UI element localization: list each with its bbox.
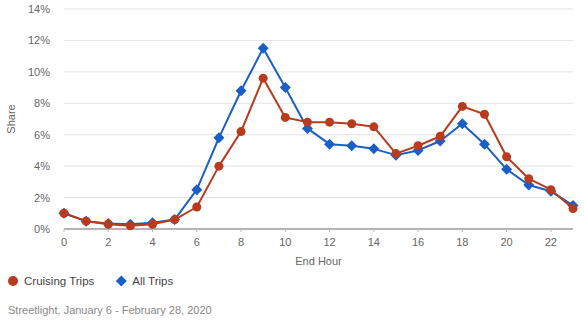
point[interactable] <box>280 82 291 93</box>
point[interactable] <box>457 118 468 129</box>
y-tick-label: 2% <box>34 192 50 204</box>
x-tick-label: 16 <box>412 236 424 248</box>
point[interactable] <box>391 149 400 158</box>
point[interactable] <box>324 139 335 150</box>
point[interactable] <box>258 43 269 54</box>
point[interactable] <box>569 204 578 213</box>
x-tick <box>462 229 463 232</box>
series-line <box>64 78 573 226</box>
x-tick-label: 12 <box>323 236 335 248</box>
point[interactable] <box>126 221 135 230</box>
x-tick-label: 6 <box>194 236 200 248</box>
point[interactable] <box>191 184 202 195</box>
point[interactable] <box>59 208 70 219</box>
point[interactable] <box>502 152 511 161</box>
y-tick-label: 6% <box>34 129 50 141</box>
point[interactable] <box>368 143 379 154</box>
point[interactable] <box>546 185 555 194</box>
y-tick-label: 14% <box>28 3 50 15</box>
point[interactable] <box>369 122 378 131</box>
chart-svg: 0% 2% 4% 6% 8% 10% 12% 14% 0 2 4 6 8 10 12 14 16 18 20 22 Sh… <box>0 0 584 328</box>
x-tick <box>108 229 109 232</box>
point[interactable] <box>237 127 246 136</box>
point[interactable] <box>103 218 114 229</box>
point[interactable] <box>192 203 201 212</box>
x-tick-label: 10 <box>279 236 291 248</box>
legend-marker[interactable] <box>116 276 127 287</box>
point[interactable] <box>236 85 247 96</box>
point[interactable] <box>170 215 179 224</box>
point[interactable] <box>458 102 467 111</box>
point[interactable] <box>390 150 401 161</box>
chart-container: 0% 2% 4% 6% 8% 10% 12% 14% 0 2 4 6 8 10 12 14 16 18 20 22 Sh… <box>0 0 584 328</box>
x-tick <box>196 229 197 232</box>
point[interactable] <box>414 141 423 150</box>
grid-line <box>64 166 573 167</box>
legend-label[interactable]: Cruising Trips <box>24 275 95 287</box>
x-tick-label: 14 <box>368 236 380 248</box>
grid-line <box>64 229 573 230</box>
x-axis-label: End Hour <box>295 255 342 267</box>
point[interactable] <box>347 119 356 128</box>
x-tick-label: 8 <box>238 236 244 248</box>
point[interactable] <box>214 162 223 171</box>
grid-line <box>64 40 573 41</box>
x-tick <box>373 229 374 232</box>
point[interactable] <box>524 174 533 183</box>
y-axis-label: Share <box>5 104 17 133</box>
x-tick <box>329 229 330 232</box>
grid-line <box>64 9 573 10</box>
x-tick <box>241 229 242 232</box>
point[interactable] <box>169 214 180 225</box>
x-tick <box>550 229 551 232</box>
y-tick-label: 0% <box>34 223 50 235</box>
x-tick <box>152 229 153 232</box>
x-tick-label: 20 <box>500 236 512 248</box>
point[interactable] <box>60 209 69 218</box>
y-tick-label: 4% <box>34 160 50 172</box>
grid-line <box>64 103 573 104</box>
point[interactable] <box>104 220 113 229</box>
x-tick <box>285 229 286 232</box>
point[interactable] <box>125 219 136 230</box>
point[interactable] <box>303 118 312 127</box>
x-tick <box>418 229 419 232</box>
point[interactable] <box>148 220 157 229</box>
y-tick-label: 12% <box>28 34 50 46</box>
x-tick-label: 18 <box>456 236 468 248</box>
x-tick <box>64 229 65 232</box>
point[interactable] <box>81 216 92 227</box>
point[interactable] <box>259 74 268 83</box>
point[interactable] <box>325 118 334 127</box>
point[interactable] <box>281 113 290 122</box>
plot-area <box>59 43 579 231</box>
grid-line <box>64 71 573 72</box>
source-note: Streetlight, January 6 - February 28, 20… <box>8 304 212 316</box>
x-tick-label: 2 <box>105 236 111 248</box>
point[interactable] <box>501 164 512 175</box>
y-tick-label: 10% <box>28 66 50 78</box>
point[interactable] <box>346 140 357 151</box>
point[interactable] <box>82 217 91 226</box>
x-tick <box>506 229 507 232</box>
x-axis-line <box>64 229 573 230</box>
legend-marker[interactable] <box>8 276 18 286</box>
point[interactable] <box>147 217 158 228</box>
x-tick-label: 22 <box>545 236 557 248</box>
point[interactable] <box>213 132 224 143</box>
grid-line <box>64 197 573 198</box>
point[interactable] <box>480 110 489 119</box>
point[interactable] <box>479 139 490 150</box>
x-tick-label: 4 <box>149 236 155 248</box>
y-tick-label: 8% <box>34 97 50 109</box>
point[interactable] <box>545 186 556 197</box>
x-tick-label: 0 <box>61 236 67 248</box>
point[interactable] <box>436 132 445 141</box>
legend-label[interactable]: All Trips <box>132 275 173 287</box>
